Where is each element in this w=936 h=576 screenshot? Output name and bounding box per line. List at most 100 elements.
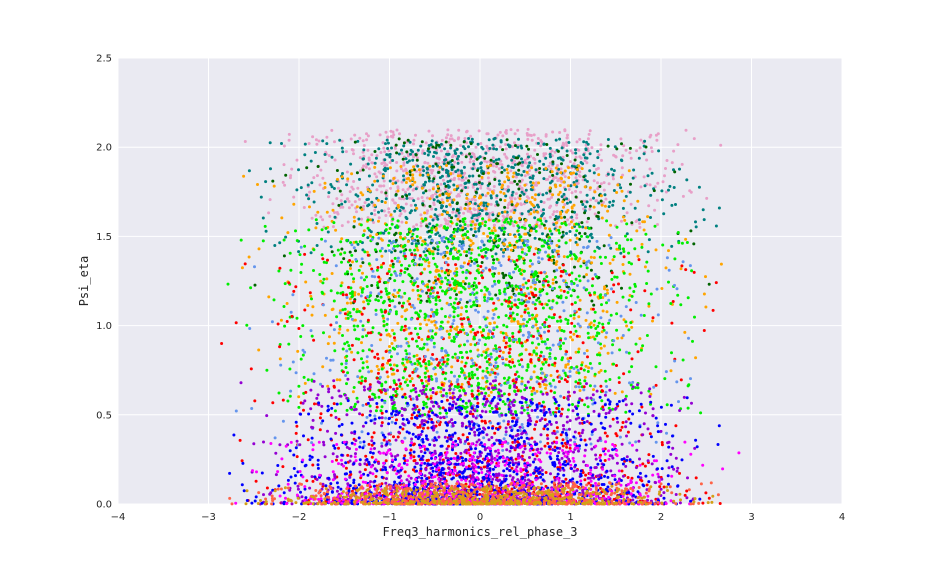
data-point: [462, 237, 466, 241]
data-point: [538, 385, 542, 389]
data-point: [544, 471, 548, 474]
data-point: [570, 206, 574, 210]
data-point: [466, 186, 470, 190]
data-point: [399, 165, 403, 168]
data-point: [345, 340, 349, 344]
data-point: [400, 180, 404, 184]
data-point: [584, 473, 588, 477]
data-point: [410, 276, 414, 280]
data-point: [559, 274, 563, 278]
data-point: [470, 216, 474, 220]
data-point: [451, 201, 454, 204]
data-point: [530, 436, 534, 440]
data-point: [478, 212, 482, 216]
data-point: [344, 366, 348, 369]
data-point: [575, 168, 579, 172]
data-point: [385, 333, 389, 337]
data-point: [561, 300, 565, 304]
data-point: [365, 298, 369, 302]
data-point: [282, 254, 286, 258]
data-point: [531, 176, 535, 180]
data-point: [612, 189, 616, 192]
data-point: [439, 182, 443, 186]
data-point: [372, 221, 375, 224]
data-point: [546, 254, 550, 258]
data-point: [583, 375, 587, 379]
data-point: [446, 246, 449, 250]
data-point: [518, 238, 522, 242]
data-point: [460, 356, 464, 359]
data-point: [624, 305, 628, 309]
data-point: [257, 348, 261, 352]
data-point: [297, 395, 301, 399]
data-point: [685, 489, 689, 493]
data-point: [470, 389, 474, 393]
data-point: [508, 384, 512, 388]
data-point: [428, 270, 432, 274]
data-point: [432, 256, 435, 260]
data-point: [510, 203, 514, 207]
data-point: [516, 224, 520, 228]
data-point: [432, 177, 436, 181]
data-point: [391, 217, 395, 221]
data-point: [366, 236, 370, 240]
data-point: [487, 218, 491, 222]
data-point: [401, 195, 404, 199]
data-point: [609, 313, 613, 317]
data-point: [445, 411, 449, 415]
data-point: [442, 251, 446, 255]
data-point: [468, 259, 471, 263]
data-point: [563, 129, 567, 133]
data-point: [404, 337, 408, 341]
data-point: [434, 298, 438, 302]
data-point: [412, 142, 415, 146]
data-point: [550, 306, 554, 309]
data-point: [312, 248, 316, 252]
data-point: [583, 205, 587, 209]
data-point: [403, 209, 407, 213]
data-point: [458, 240, 462, 244]
data-point: [433, 323, 437, 327]
data-point: [648, 432, 652, 436]
data-point: [461, 270, 465, 274]
data-point: [460, 370, 464, 374]
data-point: [528, 233, 532, 237]
data-point: [495, 257, 499, 261]
data-point: [413, 459, 417, 462]
data-point: [362, 148, 366, 152]
data-point: [386, 141, 390, 145]
data-point: [624, 410, 628, 414]
data-point: [522, 223, 526, 227]
data-point: [454, 335, 458, 339]
data-point: [240, 266, 244, 270]
data-point: [593, 310, 597, 314]
data-point: [366, 148, 370, 152]
data-point: [631, 176, 635, 180]
data-point: [287, 342, 291, 346]
data-point: [537, 193, 541, 197]
data-point: [636, 254, 640, 258]
data-point: [561, 155, 565, 159]
data-point: [568, 200, 572, 204]
data-point: [464, 305, 468, 309]
data-point: [544, 279, 548, 283]
data-point: [366, 318, 370, 322]
data-point: [307, 228, 311, 232]
data-point: [304, 280, 308, 284]
data-point: [280, 142, 283, 145]
data-point: [592, 323, 596, 327]
data-point: [482, 204, 486, 207]
data-point: [611, 258, 615, 262]
data-point: [361, 349, 365, 353]
data-point: [510, 284, 514, 288]
data-point: [620, 469, 624, 473]
data-point: [569, 172, 573, 176]
data-point: [452, 139, 456, 143]
data-point: [692, 137, 696, 141]
data-point: [333, 140, 336, 144]
data-point: [472, 300, 476, 304]
data-point: [478, 338, 481, 342]
data-point: [503, 402, 507, 406]
data-point: [376, 266, 380, 269]
data-point: [427, 318, 431, 322]
